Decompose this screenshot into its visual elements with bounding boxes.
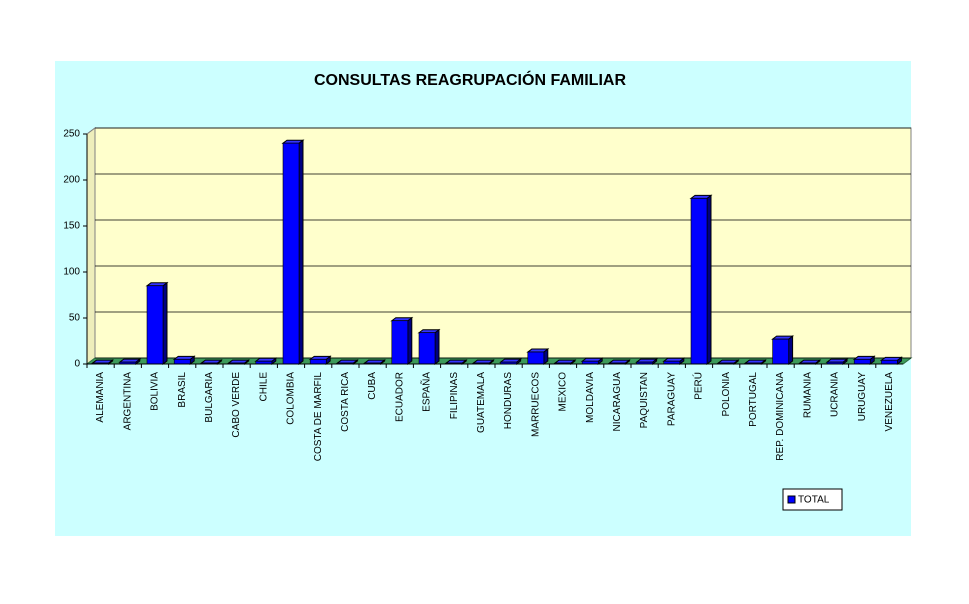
bar-side: [298, 139, 304, 365]
bar-top: [580, 357, 604, 362]
x-tick-label: ARGENTINA: [122, 372, 133, 431]
x-tick-label: ESPAÑA: [420, 372, 433, 412]
chart-title: CONSULTAS REAGRUPACIÓN FAMILIAR: [314, 70, 626, 89]
legend-label: TOTAL: [798, 495, 830, 506]
x-tick-label: PERÚ: [692, 372, 705, 400]
x-tick-label: PARAGUAY: [666, 372, 677, 426]
bar: [853, 359, 871, 365]
bar-top: [199, 359, 223, 364]
x-tick-label: ECUADOR: [394, 372, 405, 422]
bar-top: [825, 358, 849, 363]
x-tick-label: COSTA DE MARFIL: [313, 372, 324, 462]
legend-swatch: [787, 495, 796, 504]
x-tick-label: CUBA: [367, 372, 378, 400]
legend: [782, 488, 843, 511]
x-tick-label: REP. DOMINICANA: [775, 372, 786, 461]
x-tick-label: MEXICO: [558, 372, 569, 412]
x-tick-label: COLOMBIA: [286, 372, 297, 425]
bar: [282, 142, 300, 365]
bar-top: [553, 359, 577, 364]
bar: [146, 285, 164, 365]
bar-top: [363, 359, 387, 364]
bar: [418, 332, 436, 365]
x-tick-label: PORTUGAL: [748, 372, 759, 427]
bar-top: [91, 359, 115, 364]
bar-top: [254, 357, 278, 362]
bar-top: [635, 358, 659, 363]
bar-top: [118, 358, 142, 363]
x-tick-label: ALEMANIA: [95, 372, 106, 423]
bar-top: [879, 356, 903, 361]
bar-top: [771, 335, 795, 340]
y-tick-label: 50: [69, 313, 81, 324]
bar-side: [706, 194, 712, 365]
x-tick-label: COSTA RICA: [340, 372, 351, 432]
bar-side: [788, 335, 794, 365]
x-tick-label: BOLIVIA: [150, 372, 161, 411]
bar-top: [743, 359, 767, 364]
bar: [690, 198, 708, 365]
bar-top: [335, 359, 359, 364]
bar-top: [308, 355, 332, 360]
y-tick-label: 250: [63, 129, 80, 140]
bar-top: [716, 359, 740, 364]
y-tick-label: 200: [63, 175, 80, 186]
y-tick-label: 100: [63, 267, 80, 278]
x-tick-label: POLONIA: [721, 372, 732, 417]
bar-top: [607, 359, 631, 364]
x-tick-label: PAQUISTAN: [639, 372, 650, 428]
x-tick-label: URUGUAY: [857, 372, 868, 422]
bar-side: [407, 316, 413, 365]
x-tick-label: HONDURAS: [503, 372, 514, 430]
x-tick-label: NICARAGUA: [612, 372, 623, 432]
x-tick-label: MOLDAVIA: [585, 372, 596, 423]
x-tick-label: GUATEMALA: [476, 372, 487, 433]
bar: [391, 320, 409, 365]
bar: [309, 359, 327, 365]
x-tick-label: FILIPINAS: [449, 372, 460, 420]
side-wall: [86, 127, 96, 365]
bar-top: [499, 358, 523, 363]
bar-top: [145, 282, 169, 287]
y-tick-label: 150: [63, 221, 80, 232]
bar: [173, 359, 191, 365]
x-tick-label: RUMANIA: [802, 372, 813, 418]
x-tick-label: CHILE: [258, 372, 269, 402]
bar-top: [172, 355, 196, 360]
bar-top: [662, 357, 686, 362]
bar-top: [227, 359, 251, 364]
bar-top: [281, 139, 305, 144]
x-tick-label: UCRANIA: [830, 372, 841, 417]
plot-wall: [86, 127, 912, 365]
bar-top: [689, 194, 713, 199]
bar-top: [526, 348, 550, 353]
bar-side: [434, 328, 440, 365]
bar-top: [390, 317, 414, 322]
x-tick-label: MARRUECOS: [530, 372, 541, 437]
bar-top: [798, 359, 822, 364]
bar-top: [852, 355, 876, 360]
bar-side: [162, 281, 168, 365]
bar-top: [444, 359, 468, 364]
x-tick-label: BRASIL: [177, 372, 188, 408]
x-tick-label: CABO VERDE: [231, 372, 242, 438]
x-tick-label: BULGARIA: [204, 372, 215, 423]
bar: [772, 338, 789, 365]
bar-top: [417, 329, 441, 334]
y-tick-label: 0: [74, 359, 80, 370]
bar: [881, 360, 898, 365]
bar: [527, 351, 545, 365]
x-tick-label: VENEZUELA: [884, 372, 895, 432]
bar-top: [471, 359, 495, 364]
